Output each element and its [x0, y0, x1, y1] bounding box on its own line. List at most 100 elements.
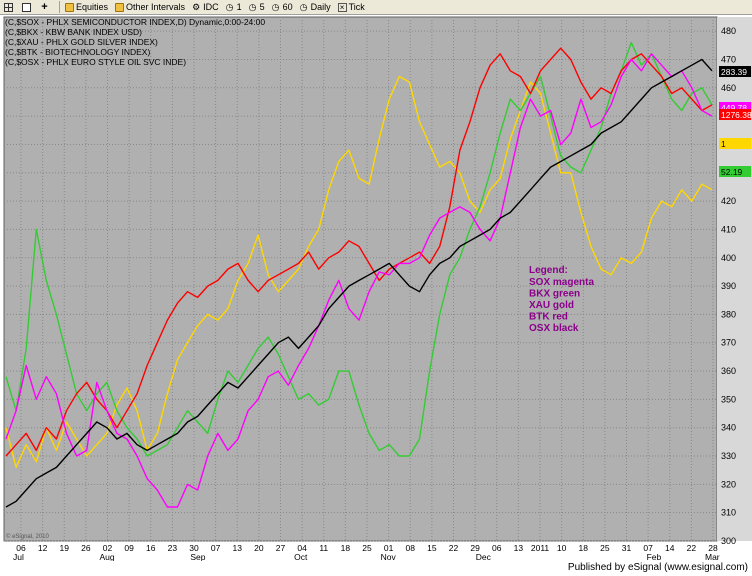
x-tick-label: 18: [341, 543, 351, 553]
y-axis-panel: [717, 17, 752, 541]
other-intervals-label: Other Intervals: [126, 2, 186, 12]
x-month-label: Nov: [381, 552, 397, 561]
y-tick-label: 410: [721, 224, 736, 234]
x-tick-label: 20: [254, 543, 264, 553]
y-tick-label: 350: [721, 394, 736, 404]
add-button[interactable]: +: [38, 1, 53, 14]
y-tick-label: 420: [721, 196, 736, 206]
y-tick-label: 310: [721, 508, 736, 518]
y-tick-label: 370: [721, 338, 736, 348]
last-value-label-xau: 1: [721, 139, 726, 149]
chart-title-line: (C,$BTK - BIOTECHNOLOGY INDEX): [5, 47, 150, 57]
tick-label: Tick: [348, 2, 365, 12]
series-line-sox: [5, 53, 713, 508]
legend-entry: XAU gold: [529, 300, 574, 311]
x-tick-label: 04: [297, 543, 307, 553]
legend-entry: OSX black: [529, 323, 579, 334]
interval-5-button[interactable]: ◷ 5: [247, 1, 267, 14]
other-intervals-button[interactable]: Other Intervals: [113, 1, 187, 14]
interval-60-label: 60: [282, 2, 293, 12]
daily-label: Daily: [310, 2, 331, 12]
x-month-label: Jul: [13, 552, 24, 561]
x-tick-label: 16: [146, 543, 156, 553]
y-tick-label: 320: [721, 479, 736, 489]
x-tick-label: 30: [189, 543, 199, 553]
close-icon: ×: [337, 2, 347, 12]
x-tick-label: 08: [406, 543, 416, 553]
x-tick-label: 15: [427, 543, 437, 553]
daily-button[interactable]: ◷ Daily: [298, 1, 333, 14]
series-line-bkx: [5, 41, 713, 457]
publisher-credit: Published by eSignal (www.esignal.com): [567, 562, 748, 573]
y-tick-label: 470: [721, 54, 736, 64]
legend-entry: BKX green: [529, 289, 580, 300]
last-value-label-sox: 449.78: [721, 103, 747, 113]
last-value-badge-xau: [719, 138, 751, 149]
equities-button[interactable]: Equities: [63, 1, 110, 14]
y-tick-label: 400: [721, 253, 736, 263]
clock-icon: ◷: [299, 1, 308, 12]
clock-icon: ◷: [225, 1, 234, 12]
gear-icon: ⚙: [192, 1, 201, 12]
x-month-label: Mar: [705, 552, 720, 561]
x-tick-label: 19: [60, 543, 70, 553]
x-tick-label: 11: [319, 543, 328, 553]
x-tick-label: 06: [16, 543, 26, 553]
series-line-btk: [5, 47, 713, 457]
interval-1-button[interactable]: ◷ 1: [224, 1, 244, 14]
series-line-xau: [5, 75, 713, 469]
y-tick-label: 360: [721, 366, 736, 376]
idc-label: IDC: [203, 2, 219, 12]
last-value-label-osx: 283.39: [721, 67, 747, 77]
x-tick-label: 12: [38, 543, 48, 553]
clock-icon: ◷: [271, 1, 280, 12]
interval-5-label: 5: [259, 2, 265, 12]
x-tick-label: 28: [708, 543, 718, 553]
y-tick-label: 340: [721, 423, 736, 433]
y-tick-label: 390: [721, 281, 736, 291]
x-tick-label: 09: [124, 543, 134, 553]
last-value-badge-bkx: [719, 166, 751, 177]
x-tick-label: 14: [665, 543, 675, 553]
x-tick-label: 25: [362, 543, 372, 553]
interval-60-button[interactable]: ◷ 60: [270, 1, 295, 14]
series-line-osx: [5, 58, 713, 508]
footer: Published by eSignal (www.esignal.com): [0, 561, 752, 576]
equities-label: Equities: [76, 2, 109, 12]
plus-icon: +: [41, 0, 48, 13]
x-tick-label: 07: [211, 543, 221, 553]
last-value-label-bkx: 52.19: [721, 167, 743, 177]
x-month-label: Oct: [294, 552, 308, 561]
price-chart[interactable]: 300 310 320 330 340 350 360 370 380 390 400 410 420 4…: [0, 15, 752, 562]
x-tick-label: 26: [81, 543, 91, 553]
x-month-label: Feb: [647, 552, 662, 561]
x-tick-label: 22: [687, 543, 697, 553]
x-tick-label: 2011: [531, 543, 550, 553]
x-tick-label: 29: [470, 543, 480, 553]
window-button[interactable]: [20, 1, 35, 14]
x-tick-label: 23: [168, 543, 178, 553]
y-tick-label: 330: [721, 451, 736, 461]
tick-button[interactable]: × Tick: [336, 1, 367, 14]
last-value-badge-sox: [719, 102, 751, 113]
x-tick-label: 06: [492, 543, 502, 553]
grid-button[interactable]: [2, 1, 17, 14]
y-tick-label: 380: [721, 309, 736, 319]
legend-entry: BTK red: [529, 312, 568, 323]
legend-entry: SOX magenta: [529, 277, 594, 288]
watermark-text: © eSignal, 2010: [6, 533, 49, 540]
x-tick-label: 13: [514, 543, 524, 553]
x-tick-label: 01: [384, 543, 394, 553]
toolbar: + Equities Other Intervals ⚙ IDC ◷ 1 ◷ 5 ◷ 6…: [0, 0, 752, 15]
x-tick-label: 18: [579, 543, 589, 553]
toolbar-divider: [59, 1, 60, 13]
y-tick-label: 480: [721, 26, 736, 36]
x-tick-label: 31: [622, 543, 632, 553]
chart-area[interactable]: 300 310 320 330 340 350 360 370 380 390 400 410 420 4…: [0, 15, 752, 576]
grid-icon: [4, 2, 13, 12]
last-value-label-btk: 1276.38: [721, 110, 752, 120]
window-icon: [22, 2, 31, 12]
last-value-badge-btk: [719, 109, 751, 120]
y-tick-label: 460: [721, 83, 736, 93]
idc-button[interactable]: ⚙ IDC: [190, 1, 221, 14]
